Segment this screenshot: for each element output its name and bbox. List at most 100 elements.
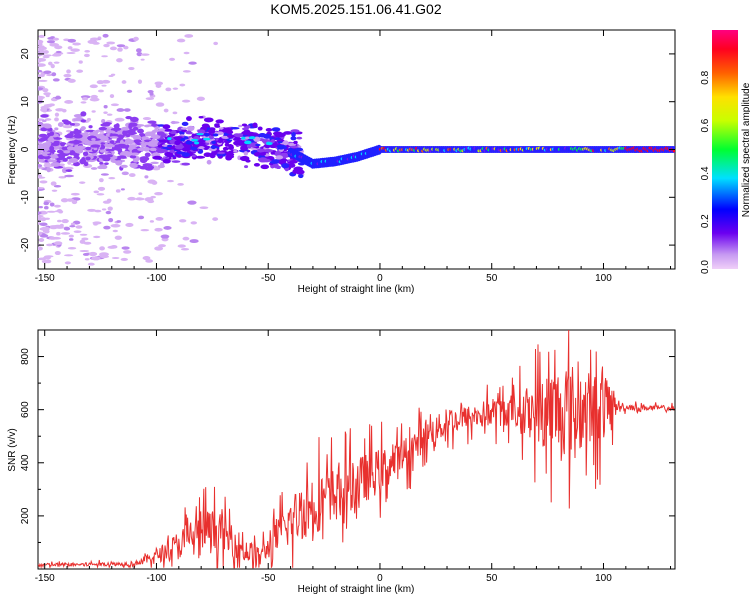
spectrogram-band-mark: [38, 151, 43, 154]
spectrogram-band-mark: [102, 122, 112, 125]
spectrogram-band-mark: [96, 133, 104, 138]
spectrogram-band-mark: [53, 137, 63, 140]
spectrogram-noise-mark: [103, 225, 111, 230]
spectrogram-noise-mark: [70, 222, 76, 226]
spectrogram-noise-mark: [154, 191, 163, 196]
spectrogram-noise-mark: [102, 33, 109, 38]
spectrogram-band-mark: [235, 139, 244, 145]
spectrogram-band-mark: [104, 162, 109, 165]
spectrogram-band-mark: [120, 164, 128, 168]
spectrogram-noise-mark: [114, 235, 122, 240]
spectrogram-band-mark: [80, 111, 87, 117]
spectrogram-band-mark: [59, 142, 67, 146]
spectrogram-band-mark: [109, 140, 115, 144]
bottom-x-tick-label: 100: [595, 573, 612, 584]
spectrogram-noise-mark: [112, 229, 118, 233]
spectrogram-band-mark: [72, 152, 80, 157]
spectrogram-noise-mark: [93, 190, 100, 194]
spectrogram-noise-mark: [38, 163, 43, 168]
spectrogram-band-mark: [197, 129, 206, 133]
spectrogram-band-mark: [289, 145, 299, 149]
spectrogram-band-mark: [46, 166, 51, 173]
spectrogram-noise-mark: [155, 217, 164, 221]
spectrogram-band-mark: [181, 121, 189, 127]
spectrogram-band-mark: [182, 147, 191, 152]
spectrogram-band-mark: [68, 158, 79, 164]
spectrogram-band-mark: [216, 131, 224, 136]
spectrogram-band-mark: [113, 127, 122, 131]
bottom-x-tick-label: -50: [261, 573, 276, 584]
bottom-x-tick-label: -100: [146, 573, 166, 584]
spectrogram-noise-mark: [56, 231, 61, 236]
spectrogram-band-mark: [83, 132, 90, 137]
spectrogram-noise-mark: [97, 89, 104, 93]
spectrogram-noise-mark: [83, 241, 92, 245]
bottom-x-axis: -150 -100 -50 0 50 100: [35, 330, 672, 584]
spectrogram-noise-mark: [108, 74, 114, 77]
spectrogram-noise-mark: [99, 246, 105, 251]
spectrogram-band-mark: [137, 128, 144, 134]
spectrogram-noise-mark: [138, 215, 145, 220]
spectrogram-noise-mark: [105, 210, 112, 215]
top-x-tick-label: 0: [377, 273, 383, 284]
spectrogram-peak-mark: [185, 140, 193, 145]
spectrogram-noise-mark: [50, 36, 55, 39]
spectrogram-band-mark: [90, 144, 101, 148]
spectrogram-band-mark: [149, 147, 157, 152]
spectrogram-band-mark: [73, 161, 81, 167]
spectrogram-noise-mark: [182, 236, 190, 241]
bottom-y-axis: 200 400 600 800: [20, 329, 675, 543]
spectrogram-noise-mark: [99, 178, 104, 183]
spectrogram-band-mark: [79, 158, 87, 164]
spectrogram-band-mark: [121, 171, 129, 176]
spectrogram-noise-mark: [135, 48, 142, 53]
spectrogram-noise-mark: [38, 186, 45, 190]
spectrogram-noise-mark: [53, 184, 62, 188]
spectrogram-noise-mark: [110, 224, 121, 228]
spectrogram-noise-mark: [138, 192, 143, 196]
spectrogram-peak-mark: [193, 141, 200, 145]
spectrogram-noise-mark: [53, 224, 63, 228]
colorbar-tick-label: 0.6: [700, 118, 711, 132]
spectrogram-band-mark: [50, 162, 61, 167]
spectrogram-noise-mark: [103, 111, 108, 114]
spectrogram-band-mark: [206, 159, 212, 165]
spectrogram-noise-mark: [110, 245, 118, 249]
spectrogram-noise-mark: [167, 179, 174, 183]
spectrogram-band-mark: [271, 159, 281, 162]
spectrogram-noise-mark: [154, 227, 163, 232]
spectrogram-noise-mark: [125, 222, 134, 228]
spectrogram-band-mark: [281, 163, 290, 169]
spectrogram-noise-mark: [177, 182, 184, 186]
spectrogram-noise-mark: [38, 87, 44, 91]
spectrogram-noise-mark: [64, 261, 71, 265]
spectrogram-noise-mark: [108, 177, 116, 180]
spectrogram-noise-mark: [121, 80, 127, 84]
spectrogram-band-mark: [181, 162, 191, 166]
spectrogram-noise-mark: [123, 45, 129, 50]
spectrogram-band-mark: [205, 140, 211, 143]
snr-series-line: [38, 330, 675, 569]
spectrogram-peak-mark: [212, 133, 219, 137]
spectrogram-noise-mark: [57, 219, 62, 223]
spectrogram-band-mark: [174, 140, 181, 146]
spectrogram-peak-mark: [255, 143, 261, 147]
spectrogram-band-mark: [291, 131, 296, 138]
spectrogram-band-mark: [144, 152, 151, 157]
snr-frame: [37, 329, 676, 570]
spectrogram-band-mark: [181, 152, 191, 157]
spectrogram-band-mark: [121, 126, 131, 131]
spectrogram-noise-mark: [43, 205, 49, 210]
spectrogram-noise-mark: [38, 214, 44, 218]
colorbar-tick-label: 0.8: [700, 70, 711, 84]
spectrogram-noise-mark: [38, 246, 43, 251]
spectrogram-band-mark: [42, 155, 51, 160]
spectrogram-noise-mark: [179, 219, 187, 223]
spectrogram-band-mark: [240, 145, 249, 151]
spectrogram-peak-mark: [266, 141, 273, 146]
spectrogram-noise-mark: [187, 200, 197, 205]
spectrogram-band-mark: [258, 157, 268, 163]
spectrogram-noise-mark: [190, 221, 198, 225]
spectrogram-noise-mark: [76, 69, 84, 73]
spectrogram-band-mark: [147, 120, 157, 124]
